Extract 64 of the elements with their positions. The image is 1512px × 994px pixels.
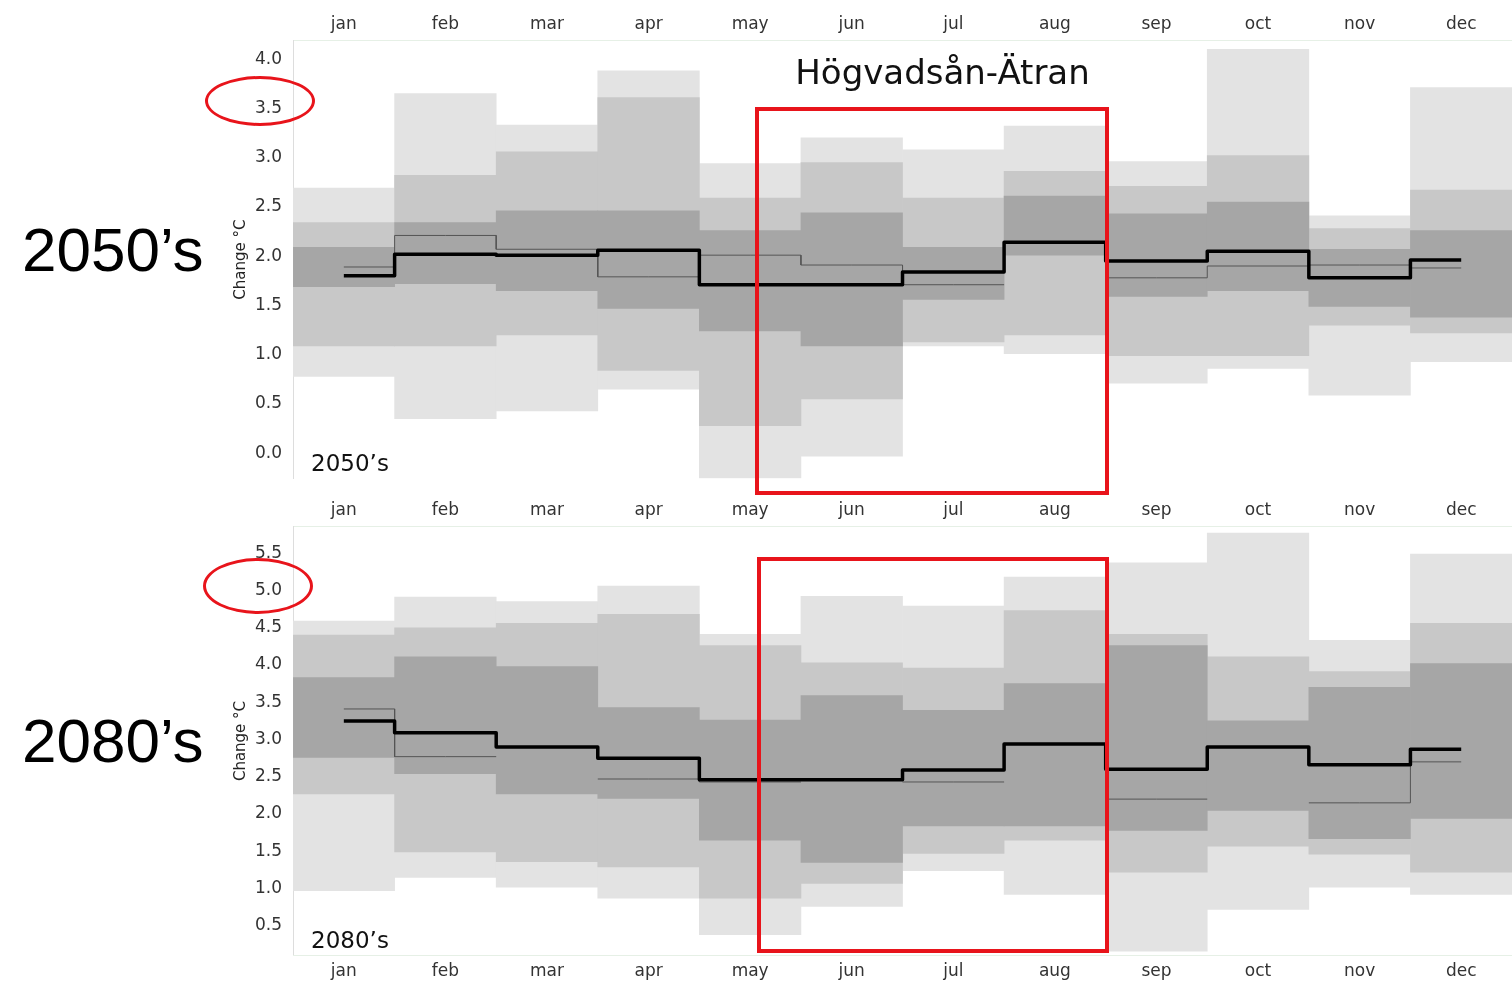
x-tick-label: jan <box>329 960 357 981</box>
y-tick-label: 0.5 <box>254 914 283 935</box>
chart-title: Högvadsån-Ätran <box>795 52 1090 93</box>
x-tick-label: may <box>731 960 769 981</box>
x-tick-label: mar <box>530 960 564 981</box>
text: 2080’s <box>22 705 204 777</box>
y-tick-label: 2.0 <box>254 244 283 265</box>
y-tick-label: 1.0 <box>254 343 283 364</box>
x-tick-label: jan <box>329 12 357 33</box>
y-tick-label: 1.5 <box>254 839 283 860</box>
x-tick-label: mar <box>530 12 564 33</box>
y-axis-title: Change °C <box>230 219 249 300</box>
y-tick-label: 4.0 <box>254 653 283 674</box>
x-tick-label: jun <box>837 12 865 33</box>
category-label: apr <box>634 498 663 519</box>
x-tick-label: nov <box>1344 12 1376 33</box>
x-tick-label: aug <box>1038 960 1071 981</box>
x-tick-label: dec <box>1445 960 1477 981</box>
x-tick-label: jun <box>837 960 865 981</box>
x-tick-label: oct <box>1244 960 1272 981</box>
category-label: feb <box>431 498 460 519</box>
x-tick-label: jul <box>942 12 964 33</box>
y-tick-label: 0.5 <box>254 392 283 413</box>
y-tick-label: 5.5 <box>254 541 283 562</box>
x-tick-label: apr <box>634 12 663 33</box>
x-tick-label: sep <box>1141 12 1172 33</box>
category-label: sep <box>1141 498 1172 519</box>
y-tick-label: 1.5 <box>254 293 283 314</box>
x-tick-label: nov <box>1344 960 1376 981</box>
category-label: nov <box>1344 498 1376 519</box>
category-label: mar <box>530 498 564 519</box>
text: 2050’s <box>22 214 204 286</box>
x-tick-label: aug <box>1038 12 1071 33</box>
x-tick-label: dec <box>1445 12 1477 33</box>
y-tick-label: 5.0 <box>254 578 283 599</box>
y-tick-label: 1.0 <box>254 876 283 897</box>
category-label: jan <box>330 498 357 519</box>
annotation: 2080’s <box>311 927 389 954</box>
category-label: dec <box>1445 498 1477 519</box>
y-tick-label: 3.0 <box>254 146 283 167</box>
x-tick-label: apr <box>634 960 663 981</box>
x-tick-label: oct <box>1244 12 1272 33</box>
y-tick-label: 3.5 <box>254 96 283 117</box>
category-label: oct <box>1244 498 1272 519</box>
y-tick-label: 4.0 <box>254 47 283 68</box>
y-tick-label: 2.0 <box>254 802 283 823</box>
y-tick-label: 3.0 <box>254 727 283 748</box>
x-tick-label: may <box>731 12 769 33</box>
x-tick-label: feb <box>431 12 460 33</box>
x-tick-label: feb <box>431 960 460 981</box>
y-tick-label: 2.5 <box>254 195 283 216</box>
category-label: jun <box>838 498 865 519</box>
category-label: aug <box>1038 498 1071 519</box>
category-label: jul <box>943 498 964 519</box>
x-tick-label: sep <box>1141 960 1172 981</box>
y-tick-label: 4.5 <box>254 616 283 637</box>
y-tick-label: 0.0 <box>254 441 283 462</box>
y-axis-title: Change °C <box>230 700 249 782</box>
annotation: 2050’s <box>311 450 389 477</box>
y-tick-label: 3.5 <box>254 690 283 711</box>
bar <box>1003 195 1107 256</box>
category-label: may <box>731 498 769 519</box>
x-tick-label: jul <box>942 960 964 981</box>
y-tick-label: 2.5 <box>254 765 283 786</box>
